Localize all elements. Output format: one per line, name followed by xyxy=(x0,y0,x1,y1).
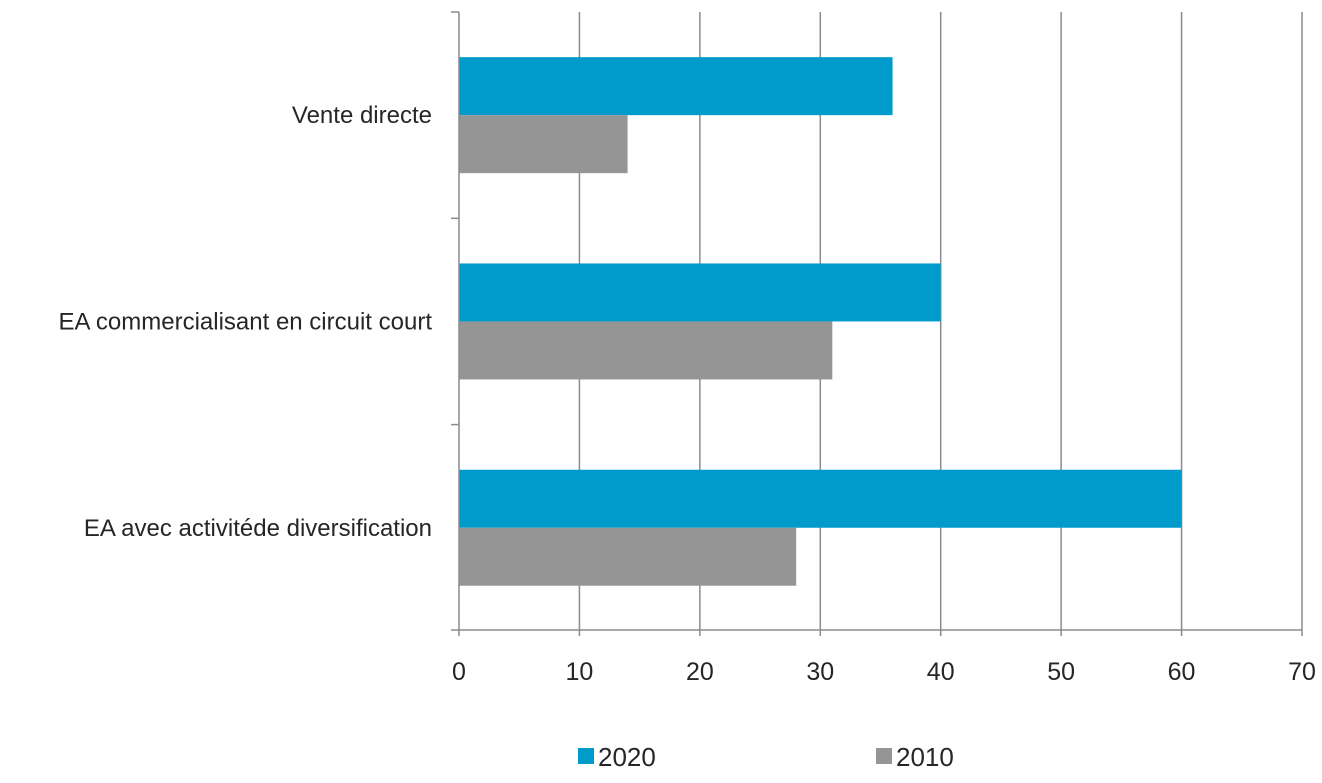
category-label: EA commercialisant en circuit court xyxy=(59,308,433,335)
tick-labels: 0 10 20 30 40 50 60 70 xyxy=(452,658,1316,686)
legend-swatch-2010 xyxy=(876,748,892,764)
bar-2010-2 xyxy=(459,527,797,586)
legend-swatch-2020 xyxy=(578,748,594,764)
x-tick-label: 50 xyxy=(1047,658,1075,686)
bar-2010-1 xyxy=(459,321,833,380)
x-tick-label: 30 xyxy=(806,658,834,686)
x-tick-label: 40 xyxy=(927,658,955,686)
x-tick-label: 70 xyxy=(1288,658,1316,686)
bar-2020-1 xyxy=(459,263,941,322)
bar-2020-0 xyxy=(459,57,893,116)
bar-2020-2 xyxy=(459,469,1182,528)
axes xyxy=(451,11,1302,636)
legend-label: 2020 xyxy=(598,742,656,772)
x-tick-label: 20 xyxy=(686,658,714,686)
x-tick-label: 0 xyxy=(452,658,466,686)
category-label: Vente directe xyxy=(292,102,432,129)
category-labels: Vente directe EA commercialisant en circu… xyxy=(59,102,433,542)
x-tick-label: 60 xyxy=(1168,658,1196,686)
bars xyxy=(459,57,1182,586)
x-tick-label: 10 xyxy=(566,658,594,686)
legend-label: 2010 xyxy=(896,742,954,772)
bar-2010-0 xyxy=(459,115,628,174)
legend: 2020 2010 xyxy=(578,742,954,772)
category-label: EA avec activitéde diversification xyxy=(84,515,432,542)
